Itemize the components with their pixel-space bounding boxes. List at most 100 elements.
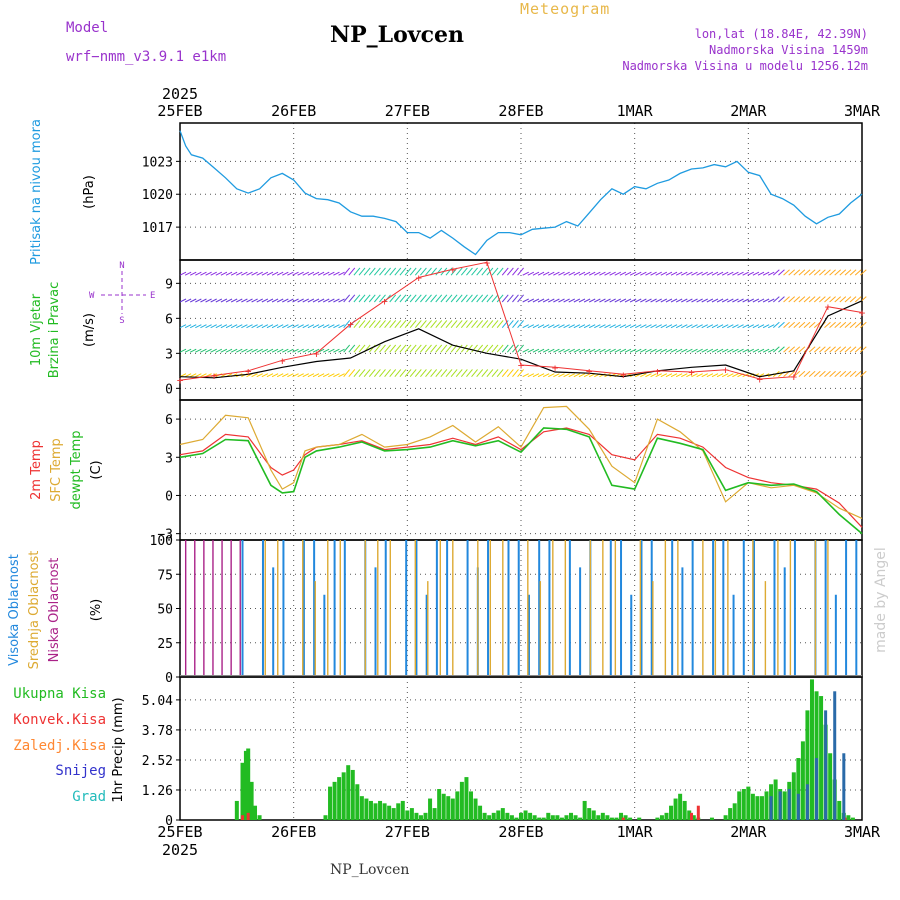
y-tick-label: 100 xyxy=(150,534,173,549)
precip-bar xyxy=(423,812,428,820)
wind-barb xyxy=(420,267,427,276)
wind-barb xyxy=(256,373,263,378)
wind-barb xyxy=(542,298,550,303)
wind-barb xyxy=(635,324,642,329)
wind-barb xyxy=(307,324,315,329)
wind-barb xyxy=(747,324,754,329)
wind-barb xyxy=(532,373,540,378)
wind-barb xyxy=(389,294,397,303)
precip-bar xyxy=(528,812,533,820)
y-tick-label: 3 xyxy=(165,451,173,466)
wind-barb xyxy=(732,271,739,276)
wind-barb xyxy=(839,269,847,276)
wind-barb xyxy=(328,348,335,353)
y-tick-label: 0 xyxy=(165,814,173,829)
precip-bar xyxy=(253,805,258,820)
wind-barb xyxy=(338,373,345,378)
wind-barb xyxy=(276,271,284,276)
wind-gust-marker: + xyxy=(313,347,320,360)
precip-bar xyxy=(809,679,814,820)
wind-barb xyxy=(773,346,780,353)
wind-barb xyxy=(839,346,847,353)
wind-barb xyxy=(491,344,499,353)
precip-bar xyxy=(728,808,733,820)
wind-gust-marker: + xyxy=(211,370,218,383)
wind-barb xyxy=(225,324,233,329)
y-tick-label: 0 xyxy=(165,489,173,504)
precip-bar xyxy=(519,812,523,820)
wind-barb xyxy=(455,267,463,276)
wind-barb xyxy=(640,271,647,276)
wind-barb xyxy=(747,271,754,276)
wind-barb xyxy=(236,324,243,329)
wind-barb xyxy=(788,296,796,303)
wind-barb xyxy=(583,373,591,378)
wind-barb xyxy=(727,373,734,378)
wind-barb xyxy=(394,369,402,377)
wind-barb xyxy=(573,324,581,329)
precip-bar xyxy=(500,808,505,820)
wind-barb xyxy=(742,298,749,303)
wind-barb xyxy=(757,298,765,303)
wind-barb xyxy=(230,348,238,353)
wind-barb xyxy=(834,370,842,378)
wind-barb xyxy=(829,370,836,378)
wind-barb xyxy=(711,373,719,378)
wind-barb xyxy=(363,320,371,328)
wind-barb xyxy=(225,348,233,353)
wind-gust-marker: + xyxy=(347,318,354,331)
wind-barb xyxy=(522,271,529,276)
wind-barb xyxy=(368,267,376,276)
precip-bar xyxy=(459,781,464,820)
precip-bar xyxy=(532,815,537,820)
wind-barb xyxy=(721,271,729,276)
wind-barb xyxy=(594,298,601,303)
wind-gust-marker: + xyxy=(722,364,729,377)
wind-barb xyxy=(548,324,555,329)
wind-barb xyxy=(645,373,652,378)
wind-barb xyxy=(844,370,852,378)
y-tick-label: 1.26 xyxy=(142,784,173,799)
precip-bar xyxy=(323,815,328,820)
wind-barb xyxy=(512,320,519,328)
wind-barb xyxy=(440,320,448,328)
precip-bar xyxy=(368,800,373,820)
wind-barb xyxy=(251,271,258,276)
wind-barb xyxy=(813,321,821,329)
wind-barb xyxy=(803,269,811,276)
precip-bar xyxy=(846,815,851,820)
wind-barb xyxy=(793,346,801,353)
wind-barb xyxy=(266,271,274,276)
wind-barb xyxy=(670,324,678,329)
wind-barb xyxy=(624,324,632,329)
wind-barb xyxy=(675,271,683,276)
wind-barb xyxy=(665,271,673,276)
precip-bar xyxy=(678,793,683,820)
wind-barb xyxy=(798,346,806,353)
wind-barb xyxy=(548,298,555,303)
wind-barb xyxy=(824,321,831,329)
wind-barb xyxy=(798,296,806,303)
precip-bar xyxy=(382,803,387,820)
wind-barb xyxy=(849,370,857,378)
precip-bar xyxy=(782,791,787,820)
wind-barb xyxy=(343,294,351,303)
x-tick-label-bottom: 26FEB xyxy=(271,823,316,841)
wind-barb xyxy=(824,370,831,378)
wind-barb xyxy=(558,271,565,276)
wind-barb xyxy=(322,298,330,303)
wind-barb xyxy=(466,369,473,377)
wind-barb xyxy=(681,324,688,329)
precip-bar xyxy=(814,691,819,820)
wind-barb xyxy=(737,298,744,303)
wind-barb xyxy=(333,348,340,353)
wind-barb xyxy=(675,324,683,329)
wind-barb xyxy=(716,271,724,276)
precip-bar xyxy=(346,765,351,820)
wind-barb xyxy=(215,324,223,329)
wind-barb xyxy=(435,344,443,353)
wind-barb xyxy=(660,271,668,276)
wind-barb xyxy=(455,369,463,377)
wind-barb xyxy=(241,348,248,353)
wind-barb xyxy=(527,271,535,276)
